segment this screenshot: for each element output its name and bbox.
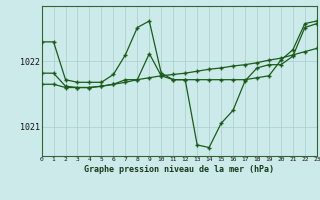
X-axis label: Graphe pression niveau de la mer (hPa): Graphe pression niveau de la mer (hPa) (84, 165, 274, 174)
